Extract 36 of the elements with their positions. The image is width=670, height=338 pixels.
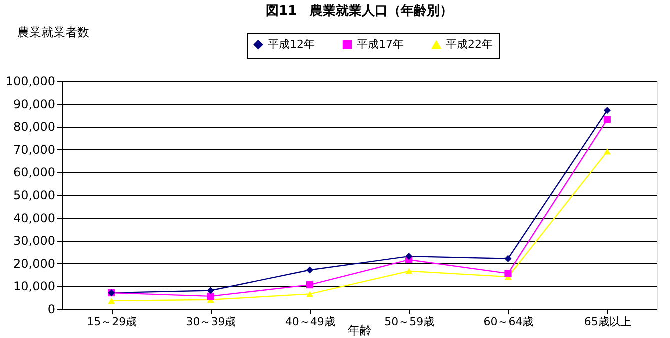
point	[207, 292, 214, 300]
point	[306, 266, 314, 274]
point	[504, 270, 512, 278]
y-tick-label: 60,000	[14, 166, 56, 180]
x-axis-title: 年齢	[348, 324, 372, 338]
point	[306, 291, 314, 298]
x-tick-label: 60～64歳	[484, 316, 534, 328]
y-tick-label: 40,000	[14, 211, 56, 226]
point	[207, 287, 214, 294]
y-axis-title: 農業就業者数	[18, 26, 90, 40]
point	[406, 268, 413, 274]
y-tick-label: 10,000	[14, 280, 56, 294]
point	[108, 298, 116, 304]
y-tick-label: 70,000	[14, 142, 56, 157]
x-tick-label: 30～39歳	[186, 316, 236, 328]
y-tick-label: 80,000	[14, 120, 56, 134]
x-tick-label: 15～29歳	[87, 316, 138, 328]
chart-title: 図11 農業就業人口（年齢別）	[266, 3, 454, 19]
x-tick-label: 50～59歳	[384, 316, 435, 328]
y-tick-label: 0	[48, 302, 56, 316]
point	[604, 148, 611, 155]
point	[504, 255, 512, 262]
x-tick-label: 40～49歳	[285, 316, 336, 328]
y-tick-label: 100,000	[6, 74, 56, 88]
point	[604, 107, 611, 114]
legend-label: 平成12年	[268, 38, 315, 51]
legend-label: 平成17年	[357, 38, 404, 51]
legend-label: 平成22年	[446, 38, 493, 52]
x-tick-label: 65歳以上	[584, 316, 632, 328]
y-tick-label: 50,000	[14, 188, 56, 202]
point	[306, 282, 314, 289]
point	[604, 116, 611, 124]
y-tick-label: 20,000	[14, 256, 56, 271]
point	[406, 253, 413, 260]
y-tick-label: 30,000	[14, 234, 56, 248]
y-tick-label: 90,000	[14, 97, 56, 112]
